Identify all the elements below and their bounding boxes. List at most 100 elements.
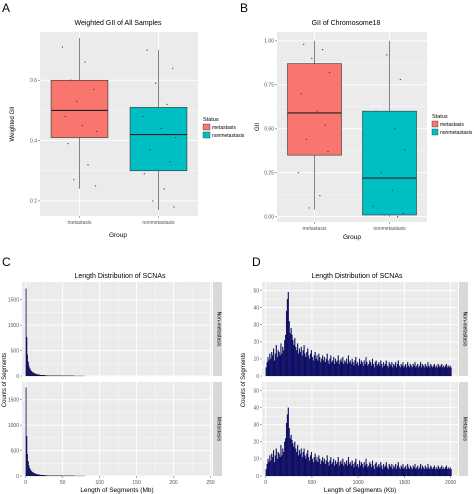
histogram-bar <box>380 360 382 377</box>
histogram-bar <box>371 467 373 477</box>
histogram-bar <box>361 362 363 377</box>
x-tick-label: 100 <box>95 480 104 486</box>
histogram-bar <box>420 463 422 477</box>
histogram-bar <box>402 463 404 477</box>
histogram-bar <box>404 365 406 377</box>
histogram-bar <box>285 422 288 477</box>
histogram-bar <box>414 463 416 477</box>
histogram-bar <box>311 458 313 477</box>
histogram-bar <box>360 360 362 377</box>
histogram-bar <box>449 467 451 477</box>
histogram-bar <box>393 465 395 477</box>
histogram-bar <box>337 457 339 477</box>
histogram-bar <box>27 361 29 377</box>
histogram-bar <box>279 355 281 377</box>
histogram-bar <box>407 463 409 477</box>
histogram-bar <box>277 451 279 477</box>
histogram-bar <box>299 453 301 477</box>
panel-d-x-ticks: 0 500 1000 1500 2000 <box>264 476 456 486</box>
histogram-bar <box>280 445 282 477</box>
histogram-bar <box>297 353 300 377</box>
data-point <box>324 124 326 126</box>
histogram-bar <box>341 362 343 377</box>
panel-b: B GII of Chromosome18 0.00 0.25 0.50 0.75 1.… <box>240 1 473 241</box>
panel-c-facet-bottom-background <box>22 382 212 476</box>
panel-a-x-axis-label: Group <box>109 232 127 239</box>
histogram-bar <box>448 367 450 377</box>
panel-a-y-ticks: 0.2 0.4 0.6 <box>30 78 40 205</box>
histogram-bar <box>394 365 396 377</box>
data-point <box>305 138 307 140</box>
histogram-bar <box>395 463 397 477</box>
y-tick-label: 1500 <box>8 298 19 304</box>
histogram-bar <box>291 440 293 477</box>
x-tick-label: 1500 <box>399 480 410 486</box>
histogram-bar <box>377 465 379 477</box>
histogram-bar <box>270 358 272 377</box>
histogram-bar <box>324 362 326 377</box>
histogram-bar <box>278 453 280 477</box>
histogram-bar <box>423 367 425 377</box>
histogram-bar <box>444 365 447 377</box>
histogram-bar <box>287 292 289 377</box>
histogram-bar <box>271 351 273 377</box>
y-tick-label: 0.6 <box>30 78 37 84</box>
panel-c-grid <box>22 282 212 477</box>
histogram-bar <box>297 455 300 477</box>
histogram-bar <box>268 360 270 377</box>
histogram-bar <box>341 463 343 477</box>
legend-swatch-nonmetastasis <box>202 131 211 139</box>
data-point <box>169 161 171 163</box>
histogram-bar <box>397 360 399 377</box>
histogram-bar <box>370 362 372 377</box>
histogram-bar <box>388 463 390 477</box>
histogram-bar <box>30 370 32 377</box>
histogram-bar <box>355 458 357 477</box>
histogram-bar <box>322 457 324 477</box>
histogram-bar <box>354 462 356 477</box>
panel-d-bars <box>265 292 452 477</box>
histogram-bar <box>40 474 42 477</box>
histogram-bar <box>437 363 439 377</box>
histogram-bar <box>368 363 370 377</box>
histogram-bar <box>428 365 430 377</box>
box-nonmetastasis <box>362 110 417 216</box>
histogram-bar <box>295 346 297 377</box>
histogram-bar <box>346 460 348 477</box>
histogram-bar <box>431 467 433 477</box>
data-point <box>141 115 144 118</box>
histogram-bar <box>380 462 382 477</box>
histogram-bar <box>434 367 436 377</box>
histogram-bar <box>331 463 333 477</box>
histogram-bar <box>373 469 375 477</box>
histogram-bar <box>336 360 338 377</box>
histogram-bar <box>372 465 374 477</box>
histogram-bar <box>398 467 400 477</box>
histogram-bar <box>409 465 411 477</box>
histogram-bar <box>29 368 31 377</box>
histogram-bar <box>358 365 360 377</box>
panel-a-legend-title: Status <box>203 117 219 123</box>
histogram-bar <box>328 363 330 377</box>
y-tick-label: 0.00 <box>264 215 274 221</box>
histogram-bar <box>412 363 414 377</box>
histogram-bar <box>354 360 356 377</box>
histogram-bar <box>399 367 401 377</box>
histogram-bar <box>402 362 404 377</box>
histogram-bar <box>285 310 288 377</box>
legend-label-metastasis: metastasis <box>212 125 236 131</box>
histogram-bar <box>38 474 40 477</box>
data-point <box>87 164 89 166</box>
histogram-bar <box>390 467 392 477</box>
histogram-bar <box>374 463 376 477</box>
histogram-bar <box>359 465 361 477</box>
histogram-bar <box>366 463 368 477</box>
histogram-bar <box>430 363 432 377</box>
histogram-bar <box>267 357 269 377</box>
histogram-bar <box>41 475 43 477</box>
histogram-bar <box>324 463 326 477</box>
histogram-bar <box>326 455 328 477</box>
histogram-bar <box>317 462 319 477</box>
histogram-bar <box>289 438 291 477</box>
data-point <box>149 149 151 151</box>
